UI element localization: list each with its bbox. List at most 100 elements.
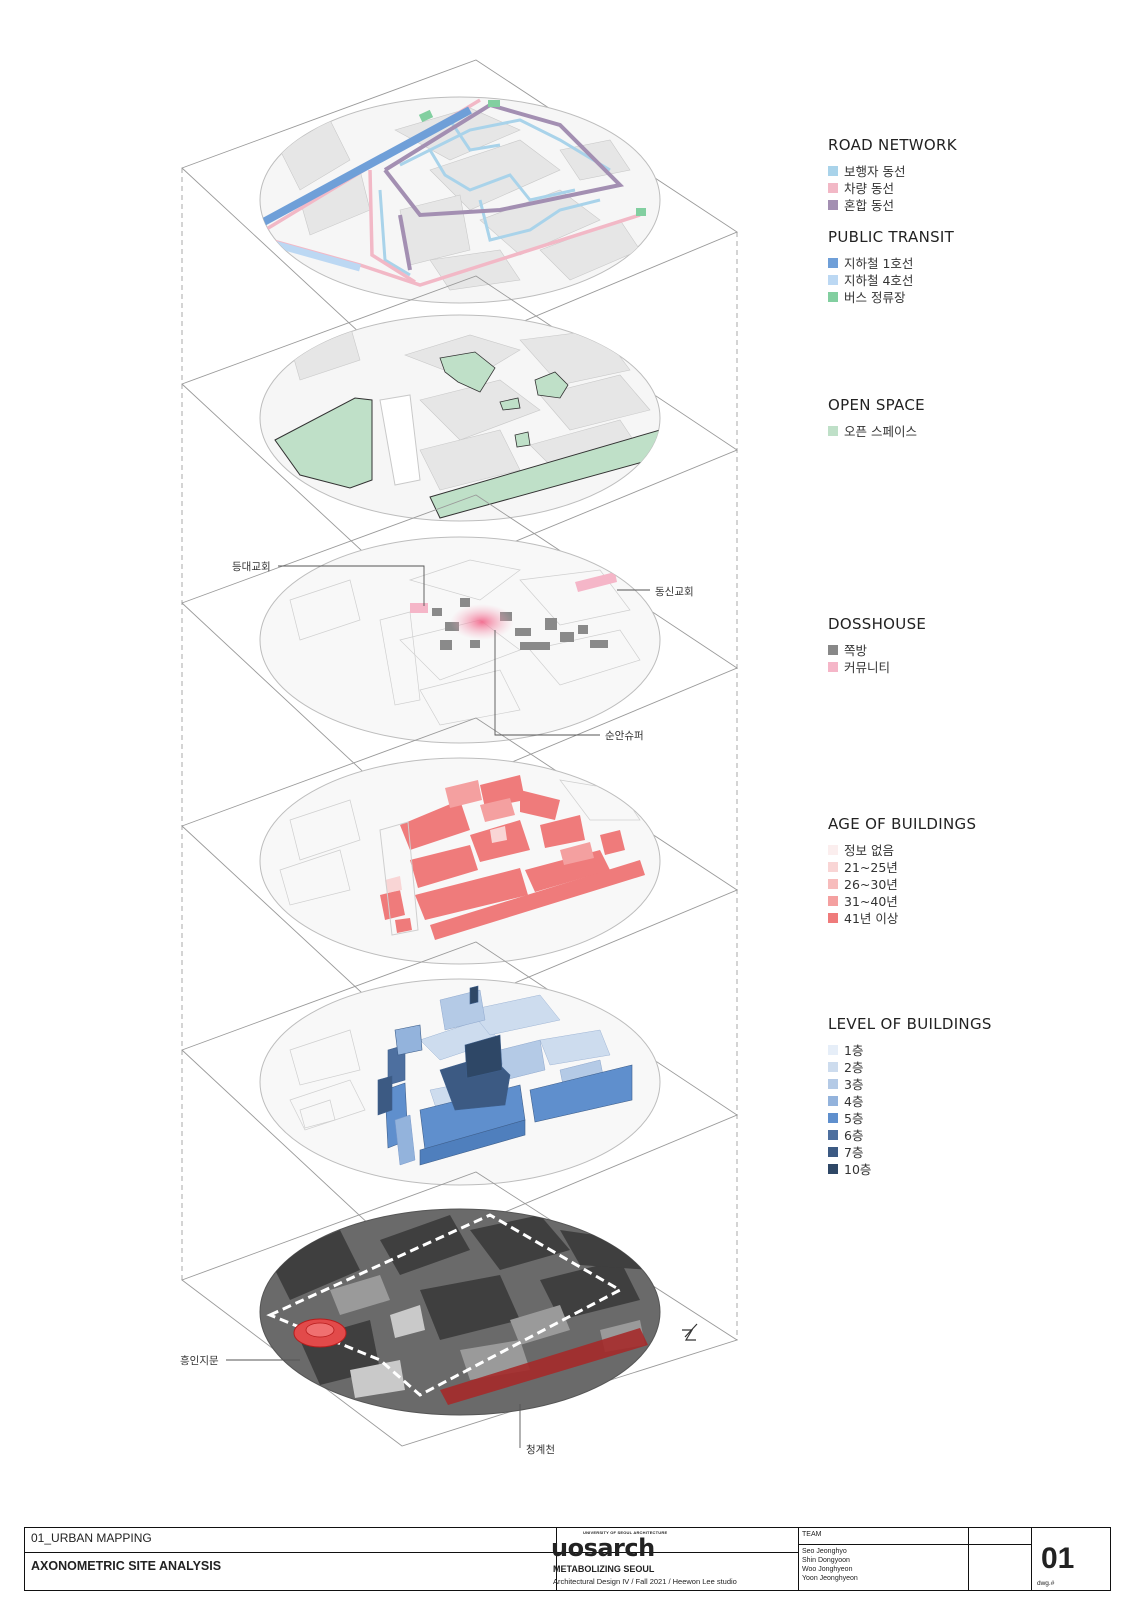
legend-road-network: ROAD NETWORK 보행자 동선 차량 동선 혼합 동선 bbox=[828, 136, 957, 213]
legend-label: 4층 bbox=[844, 1094, 864, 1109]
layer-open-space bbox=[181, 275, 738, 589]
uosarch-logo: uosarch bbox=[551, 1534, 655, 1562]
swatch bbox=[828, 425, 838, 436]
legend-item: 지하철 4호선 bbox=[828, 271, 954, 288]
course-info: Architectural Design IV / Fall 2021 / He… bbox=[553, 1577, 737, 1586]
legend-dosshouse: DOSSHOUSE 쪽방 커뮤니티 bbox=[828, 615, 926, 675]
legend-label: 31~40년 bbox=[844, 894, 898, 909]
legend-label: 5층 bbox=[844, 1111, 864, 1126]
legend-item: 21~25년 bbox=[828, 858, 976, 875]
swatch bbox=[828, 1061, 838, 1072]
legend-label: 버스 정류장 bbox=[844, 290, 906, 305]
legend-level-of-buildings: LEVEL OF BUILDINGS 1층 2층 3층 4층 5층 6층 7층 … bbox=[828, 1015, 992, 1177]
cheonggyecheon-strip bbox=[440, 1328, 648, 1405]
legend-label: 정보 없음 bbox=[844, 843, 894, 858]
legend-label: 6층 bbox=[844, 1128, 864, 1143]
layer-plane bbox=[181, 1171, 739, 1447]
legend-item: 10층 bbox=[828, 1160, 992, 1177]
layer-level-of-buildings bbox=[181, 941, 738, 1256]
swatch bbox=[828, 1146, 838, 1157]
layer-plane bbox=[181, 941, 738, 1256]
swatch bbox=[828, 182, 838, 193]
legend-item: 26~30년 bbox=[828, 875, 976, 892]
swatch bbox=[828, 291, 838, 302]
legend-item: 보행자 동선 bbox=[828, 162, 957, 179]
legend-item: 5층 bbox=[828, 1109, 992, 1126]
legend-item: 혼합 동선 bbox=[828, 196, 957, 213]
drawing-number: 01 bbox=[1041, 1542, 1075, 1575]
legend-title: AGE OF BUILDINGS bbox=[828, 815, 977, 833]
layer-aerial-photo bbox=[181, 1171, 739, 1447]
north-arrow-icon bbox=[682, 1323, 698, 1341]
legend-item: 1층 bbox=[828, 1041, 992, 1058]
drawing-number-label: dwg.# bbox=[1037, 1580, 1055, 1587]
legend-item: 31~40년 bbox=[828, 892, 976, 909]
swatch bbox=[828, 861, 838, 872]
legend-item: 버스 정류장 bbox=[828, 288, 954, 305]
legend-item: 41년 이상 bbox=[828, 909, 976, 926]
swatch bbox=[828, 644, 838, 655]
site-disc bbox=[259, 536, 661, 744]
legend-item: 3층 bbox=[828, 1075, 992, 1092]
layer-plane bbox=[181, 275, 738, 589]
project-title: METABOLIZING SEOUL bbox=[553, 1564, 655, 1574]
legend-label: 1층 bbox=[844, 1043, 864, 1058]
legend-title: PUBLIC TRANSIT bbox=[828, 228, 955, 246]
callout-cheonggyecheon: 청계천 bbox=[526, 1444, 555, 1456]
legend-item: 쪽방 bbox=[828, 641, 926, 658]
swatch bbox=[828, 274, 838, 285]
legend-title: ROAD NETWORK bbox=[828, 136, 957, 154]
legend-label: 보행자 동선 bbox=[844, 164, 906, 179]
sheet-title: AXONOMETRIC SITE ANALYSIS bbox=[31, 1559, 222, 1573]
callout-leaders bbox=[226, 565, 650, 1448]
legend-label: 쪽방 bbox=[844, 643, 868, 658]
callout-heunginjimun: 흥인지문 bbox=[180, 1355, 219, 1367]
swatch bbox=[828, 878, 838, 889]
team-member: Yoon Jeonghyeon bbox=[802, 1575, 858, 1582]
legend-label: 41년 이상 bbox=[844, 911, 899, 926]
team-member: Seo Jeonghyo bbox=[802, 1548, 847, 1555]
dashed-guides bbox=[181, 168, 738, 1340]
swatch bbox=[828, 844, 838, 855]
legend-item: 6층 bbox=[828, 1126, 992, 1143]
legend-label: 21~25년 bbox=[844, 860, 898, 875]
swatch bbox=[828, 1044, 838, 1055]
legend-label: 2층 bbox=[844, 1060, 864, 1075]
legend-item: 2층 bbox=[828, 1058, 992, 1075]
legend-open-space: OPEN SPACE 오픈 스페이스 bbox=[828, 396, 925, 439]
legend-label: 7층 bbox=[844, 1145, 864, 1160]
layer-dosshouse bbox=[181, 494, 738, 809]
legend-item: 오픈 스페이스 bbox=[828, 422, 925, 439]
swatch bbox=[828, 199, 838, 210]
legend-label: 혼합 동선 bbox=[844, 198, 894, 213]
open-space-strip bbox=[429, 429, 660, 519]
layer-plane bbox=[181, 494, 738, 809]
legend-item: 4층 bbox=[828, 1092, 992, 1109]
legend-title: LEVEL OF BUILDINGS bbox=[828, 1015, 992, 1033]
legend-label: 3층 bbox=[844, 1077, 864, 1092]
team-member: Woo Jonghyeon bbox=[802, 1566, 853, 1573]
legend-label: 지하철 1호선 bbox=[844, 256, 914, 271]
legend-label: 차량 동선 bbox=[844, 181, 894, 196]
swatch bbox=[828, 1163, 838, 1174]
layer-age-of-buildings bbox=[181, 717, 738, 1031]
legend-label: 26~30년 bbox=[844, 877, 898, 892]
sheet-label: 01_URBAN MAPPING bbox=[31, 1531, 152, 1545]
swatch bbox=[828, 1129, 838, 1140]
layer-plane bbox=[181, 59, 738, 373]
title-block: 01_URBAN MAPPING AXONOMETRIC SITE ANALYS… bbox=[24, 1527, 1111, 1591]
legend-item: 정보 없음 bbox=[828, 841, 976, 858]
callout-dungdae-church: 등대교회 bbox=[232, 561, 271, 573]
logo-small-text: UNIVERSITY OF SEOUL ARCHITECTURE bbox=[583, 1530, 668, 1535]
swatch bbox=[828, 1095, 838, 1106]
team-label: TEAM bbox=[802, 1531, 822, 1538]
swatch bbox=[828, 661, 838, 672]
layer-road-network bbox=[181, 59, 738, 373]
legend-age-of-buildings: AGE OF BUILDINGS 정보 없음 21~25년 26~30년 31~… bbox=[828, 815, 976, 926]
legend-label: 오픈 스페이스 bbox=[844, 424, 917, 439]
layer-plane bbox=[181, 717, 738, 1031]
callout-sunan-super: 순안슈퍼 bbox=[605, 730, 644, 742]
swatch bbox=[828, 1078, 838, 1089]
callout-dongsin-church: 동신교회 bbox=[655, 586, 694, 598]
